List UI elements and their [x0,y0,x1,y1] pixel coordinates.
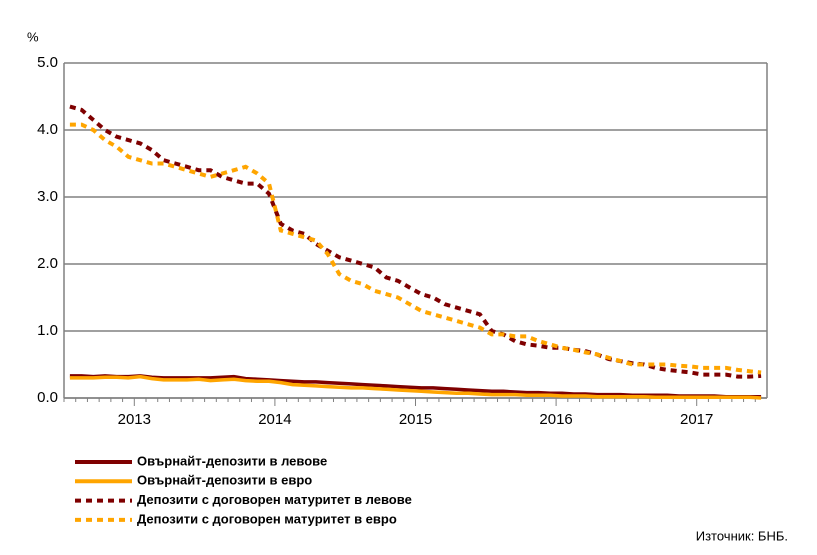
legend-label: Депозити с договорен матуритет в левове [137,492,412,507]
source-note: Източник: БНБ. [696,528,788,543]
series-line [69,374,762,400]
y-tick-label: 5.0 [37,54,58,71]
y-axis-label: % [27,29,39,44]
legend-label: Депозити с договорен матуритет в евро [137,511,397,526]
y-tick-label: 0.0 [37,389,58,406]
x-tick-label: 2017 [680,411,713,428]
y-tick-label: 4.0 [37,121,58,138]
series-line [69,122,762,375]
x-tick-label: 2014 [258,411,291,428]
series-line [69,104,762,379]
legend-label: Овърнайт-депозити в левове [137,453,327,468]
legend-label: Овърнайт-депозити в евро [137,473,312,488]
x-tick-label: 2013 [118,411,151,428]
y-tick-label: 3.0 [37,188,58,205]
y-tick-label: 1.0 [37,322,58,339]
x-tick-label: 2015 [399,411,432,428]
x-tick-label: 2016 [539,411,572,428]
y-tick-label: 2.0 [37,255,58,272]
